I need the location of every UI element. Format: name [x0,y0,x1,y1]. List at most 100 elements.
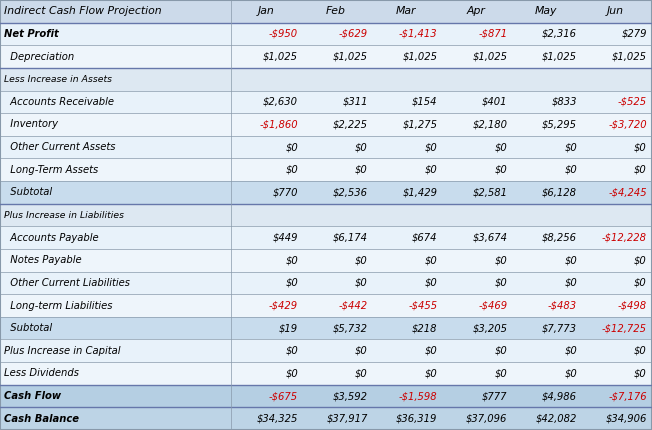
Text: $0: $0 [355,255,368,265]
Bar [0,91,652,113]
Text: May: May [534,6,557,16]
Text: $0: $0 [424,165,437,175]
Text: $0: $0 [494,369,507,378]
Bar [0,317,652,339]
Text: $311: $311 [342,97,368,107]
Text: $1,025: $1,025 [402,52,437,61]
Text: $37,917: $37,917 [327,414,368,424]
Text: -$429: -$429 [269,301,298,310]
Bar [0,226,652,249]
Text: Feb: Feb [326,6,346,16]
Text: -$7,176: -$7,176 [608,391,647,401]
Text: Apr: Apr [466,6,485,16]
Text: -$442: -$442 [338,301,368,310]
Text: Long-term Liabilities: Long-term Liabilities [4,301,112,310]
Text: Other Current Liabilities: Other Current Liabilities [4,278,130,288]
Text: Indirect Cash Flow Projection: Indirect Cash Flow Projection [4,6,162,16]
Text: $218: $218 [412,323,437,333]
Text: $0: $0 [285,165,298,175]
Text: -$871: -$871 [478,29,507,39]
Text: Less Increase in Assets: Less Increase in Assets [4,75,112,84]
Text: -$675: -$675 [269,391,298,401]
Text: $19: $19 [279,323,298,333]
Text: Cash Balance: Cash Balance [4,414,79,424]
Text: $3,592: $3,592 [333,391,368,401]
Text: $770: $770 [273,187,298,197]
Text: Depreciation: Depreciation [4,52,74,61]
Text: $3,205: $3,205 [472,323,507,333]
Text: $5,295: $5,295 [542,120,577,129]
Text: -$3,720: -$3,720 [608,120,647,129]
Bar [0,181,652,204]
Text: Plus Increase in Capital: Plus Increase in Capital [4,346,121,356]
Text: $36,319: $36,319 [396,414,437,424]
Text: $5,732: $5,732 [333,323,368,333]
Bar [0,294,652,317]
Text: $6,174: $6,174 [333,233,368,243]
Text: Jan: Jan [258,6,274,16]
Text: $3,674: $3,674 [472,233,507,243]
Text: $0: $0 [634,255,647,265]
Text: $37,096: $37,096 [466,414,507,424]
Text: $1,025: $1,025 [542,52,577,61]
Text: $279: $279 [621,29,647,39]
Text: -$483: -$483 [548,301,577,310]
Text: $833: $833 [552,97,577,107]
Text: -$4,245: -$4,245 [608,187,647,197]
Bar [0,272,652,294]
Text: $0: $0 [424,346,437,356]
Text: $0: $0 [355,165,368,175]
Text: Plus Increase in Liabilities: Plus Increase in Liabilities [4,211,124,219]
Text: $0: $0 [285,255,298,265]
Text: $2,316: $2,316 [542,29,577,39]
Text: Net Profit: Net Profit [4,29,59,39]
Text: $0: $0 [494,346,507,356]
Text: -$629: -$629 [338,29,368,39]
Text: $0: $0 [424,142,437,152]
Text: Other Current Assets: Other Current Assets [4,142,115,152]
Text: $0: $0 [564,255,577,265]
Text: $8,256: $8,256 [542,233,577,243]
Text: -$469: -$469 [478,301,507,310]
Text: $7,773: $7,773 [542,323,577,333]
Text: $0: $0 [285,346,298,356]
Text: $0: $0 [355,142,368,152]
Text: $42,082: $42,082 [536,414,577,424]
Text: -$12,228: -$12,228 [602,233,647,243]
Bar [0,23,652,45]
Text: Notes Payable: Notes Payable [4,255,82,265]
Text: $2,180: $2,180 [472,120,507,129]
Text: $0: $0 [494,278,507,288]
Text: $154: $154 [412,97,437,107]
Text: $2,536: $2,536 [333,187,368,197]
Text: $0: $0 [564,142,577,152]
Bar [0,113,652,136]
Text: $1,429: $1,429 [402,187,437,197]
Text: -$12,725: -$12,725 [602,323,647,333]
Bar [0,136,652,158]
Text: $0: $0 [285,142,298,152]
Text: $0: $0 [634,278,647,288]
Text: $0: $0 [564,165,577,175]
Bar [0,339,652,362]
Text: $0: $0 [355,278,368,288]
Text: -$498: -$498 [617,301,647,310]
Text: $34,906: $34,906 [606,414,647,424]
Text: $0: $0 [564,346,577,356]
Text: $777: $777 [482,391,507,401]
Text: $401: $401 [482,97,507,107]
Text: Inventory: Inventory [4,120,58,129]
Text: $1,275: $1,275 [402,120,437,129]
Bar [0,204,652,226]
Text: $0: $0 [285,278,298,288]
Text: -$455: -$455 [408,301,437,310]
Text: $0: $0 [355,369,368,378]
Text: -$1,860: -$1,860 [259,120,298,129]
Bar [0,385,652,407]
Text: Subtotal: Subtotal [4,323,52,333]
Bar [0,249,652,272]
Text: $0: $0 [424,278,437,288]
Text: $1,025: $1,025 [263,52,298,61]
Text: $449: $449 [273,233,298,243]
Text: Jun: Jun [606,6,624,16]
